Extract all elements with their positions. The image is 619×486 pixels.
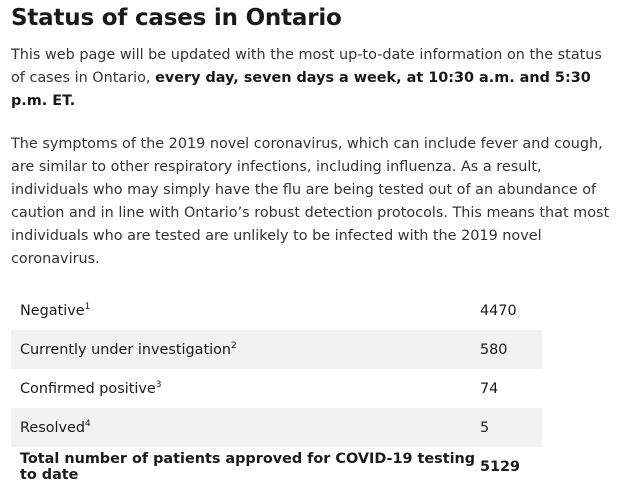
row-value: 4470 [480,302,517,319]
footnote-marker[interactable]: 2 [231,340,237,351]
symptoms-paragraph: The symptoms of the 2019 novel coronavir… [11,136,610,267]
page-content: Status of cases in Ontario This web page… [11,0,611,486]
page-title: Status of cases in Ontario [11,5,342,31]
table-row: Currently under investigation2 580 [11,330,542,369]
footnote-marker[interactable]: 1 [84,301,91,312]
update-schedule: every day, seven days a week, at 10:30 a… [11,70,591,109]
table-row: Resolved4 5 [11,408,542,447]
total-row: Total number of patients approved for CO… [11,447,542,486]
footnote-marker[interactable]: 4 [85,418,91,429]
table-row: Negative1 4470 [11,291,542,330]
case-status-table: Negative1 4470 Currently under investiga… [11,291,542,486]
footnote-marker[interactable]: 3 [155,379,162,390]
update-notice-text: This web page will be updated with the m… [11,47,602,86]
total-value: 5129 [480,458,521,475]
row-value: 5 [480,408,542,447]
row-value: 580 [480,330,542,369]
row-value: 74 [480,380,499,397]
row-label: Negative1 [20,301,91,319]
update-notice: This web page will be updated with the m… [11,44,611,113]
row-label: Resolved4 [11,408,480,447]
row-label: Currently under investigation2 [11,330,480,369]
row-label: Confirmed positive3 [20,379,162,397]
total-label: Total number of patients approved for CO… [20,450,476,483]
table-row: Confirmed positive3 74 [11,369,542,408]
